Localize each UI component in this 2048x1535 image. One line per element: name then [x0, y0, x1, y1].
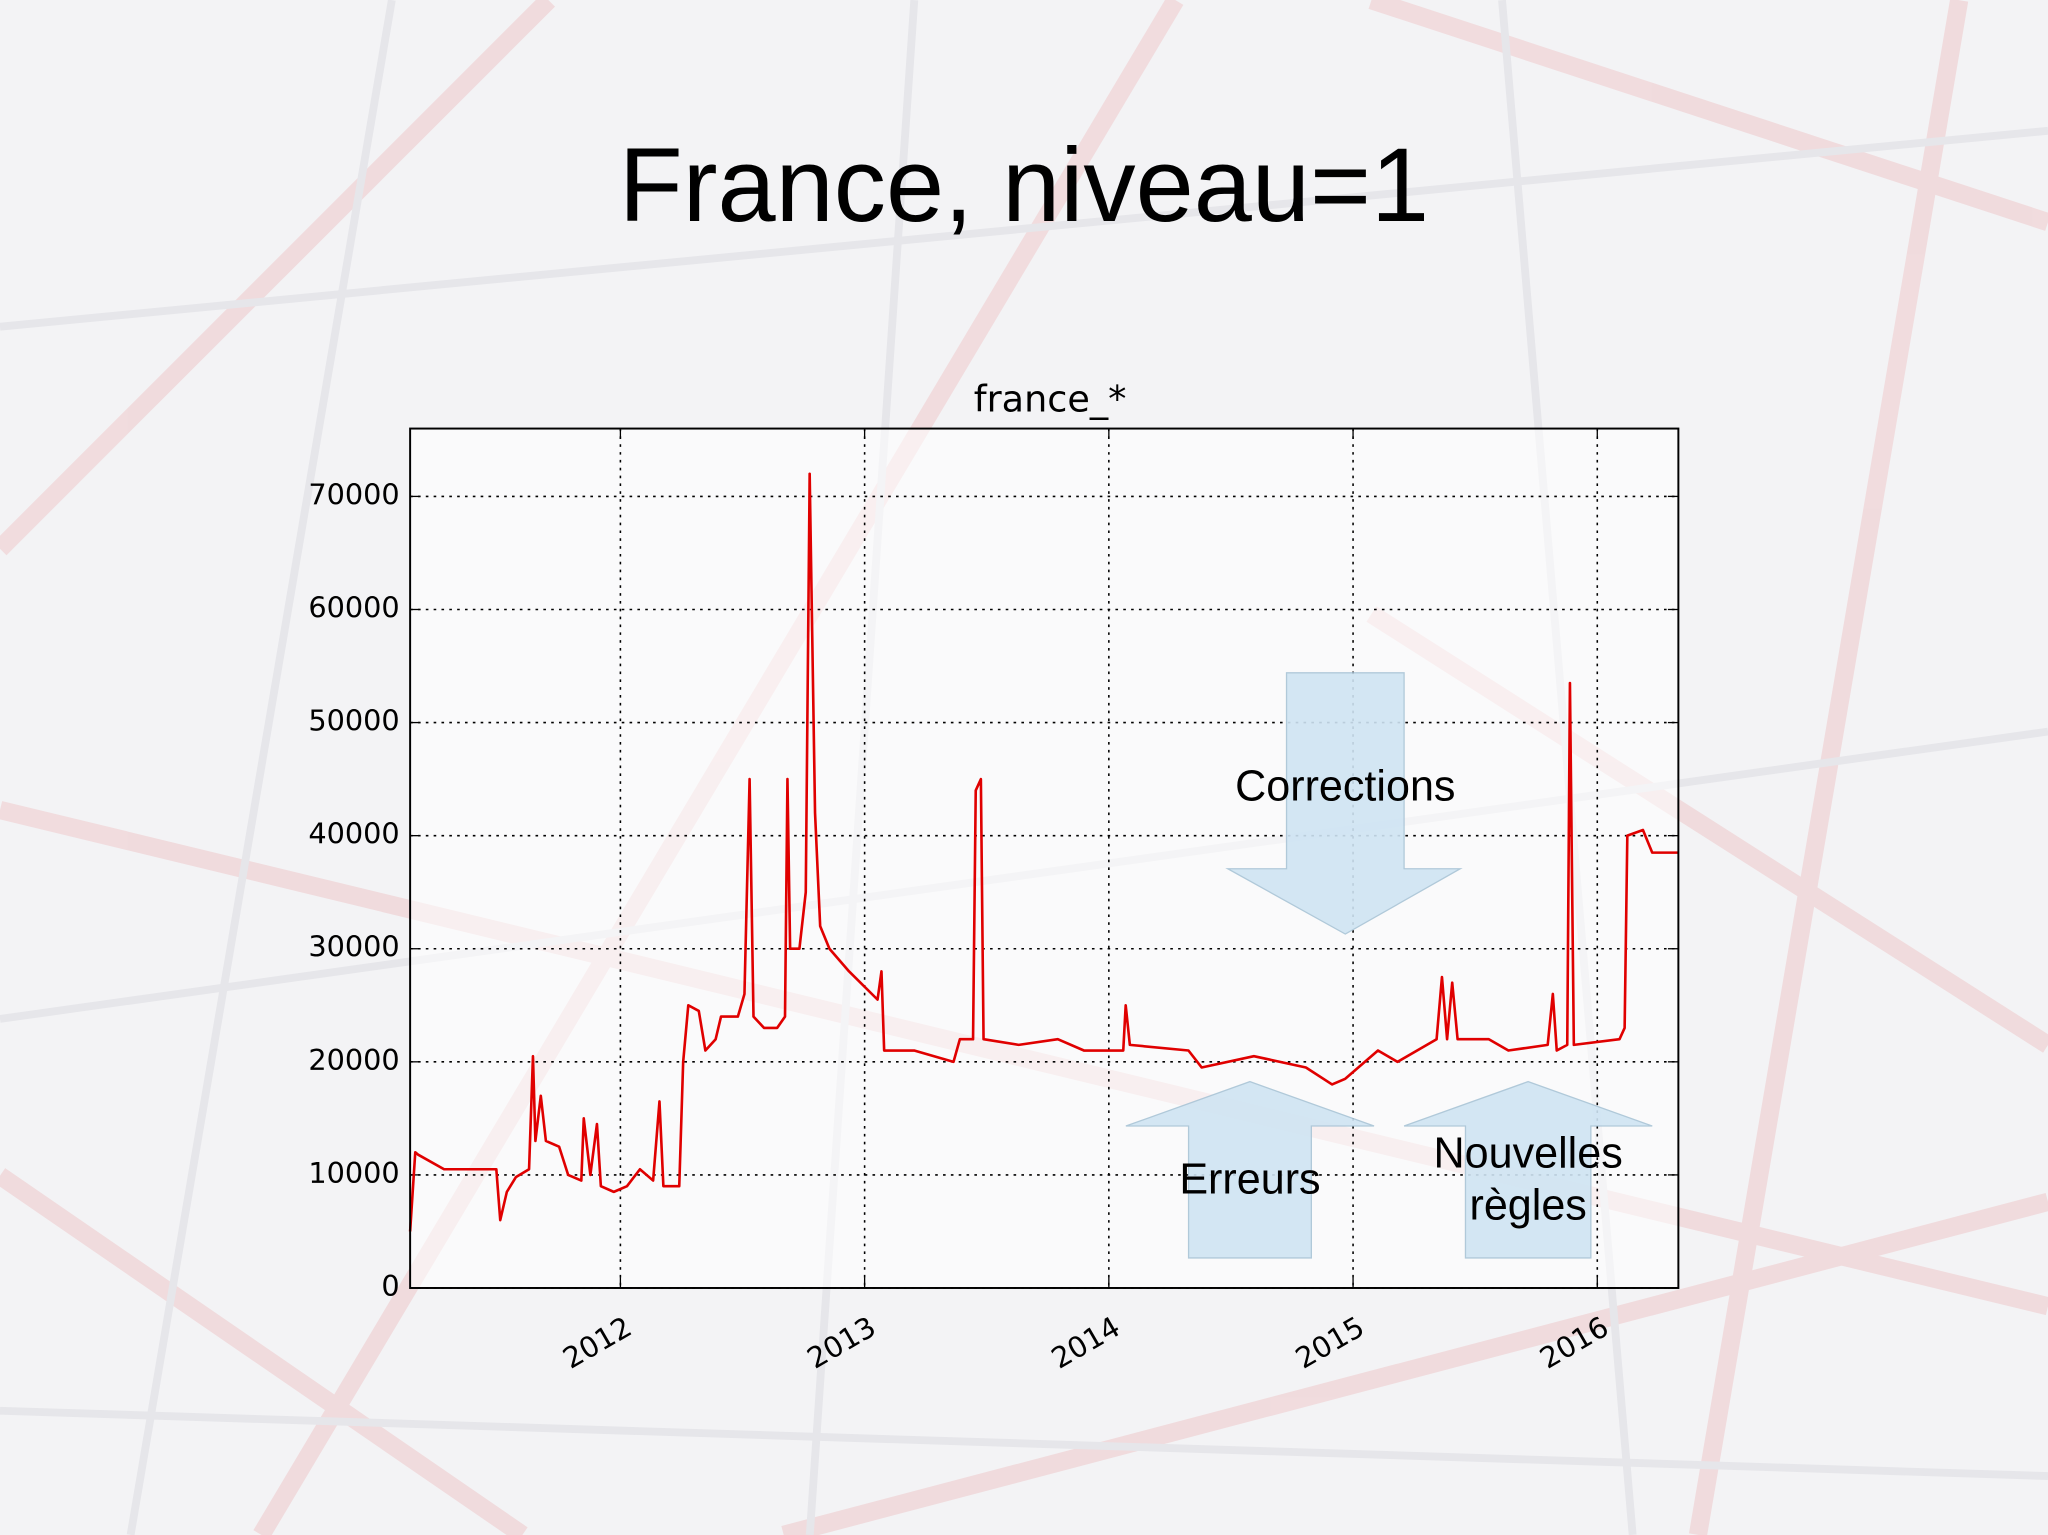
x-tick-label: 2014 — [1045, 1309, 1125, 1375]
annotation-arrow — [1403, 1080, 1653, 1259]
y-tick-label: 20000 — [308, 1043, 399, 1077]
slide-title: France, niveau=1 — [619, 127, 1429, 244]
data-line — [408, 472, 1679, 1232]
annotation-text: Corrections — [1235, 762, 1455, 810]
annotation-arrow — [1225, 672, 1463, 935]
y-tick-label: 70000 — [308, 477, 399, 511]
x-tick-label: 2012 — [557, 1309, 637, 1375]
y-tick-label: 60000 — [308, 590, 399, 624]
annotation-text: Erreurs — [1179, 1156, 1320, 1204]
y-tick-label: 40000 — [308, 817, 399, 851]
chart-title: france_* — [974, 378, 1127, 421]
x-tick-label: 2015 — [1290, 1309, 1370, 1375]
y-tick-label: 30000 — [308, 930, 399, 964]
plot-frame — [409, 427, 1680, 1289]
y-tick-label: 0 — [381, 1269, 399, 1303]
y-tick-label: 50000 — [308, 704, 399, 738]
annotation-text: règles — [1469, 1182, 1586, 1230]
annotation-text: Nouvelles — [1434, 1129, 1623, 1177]
annotation-arrow — [1125, 1080, 1375, 1259]
y-tick-label: 10000 — [308, 1156, 399, 1190]
plot: 0 10000 20000 30000 40000 50000 60000 70000 2012… — [308, 427, 1680, 1375]
x-tick-label: 2013 — [801, 1309, 881, 1375]
